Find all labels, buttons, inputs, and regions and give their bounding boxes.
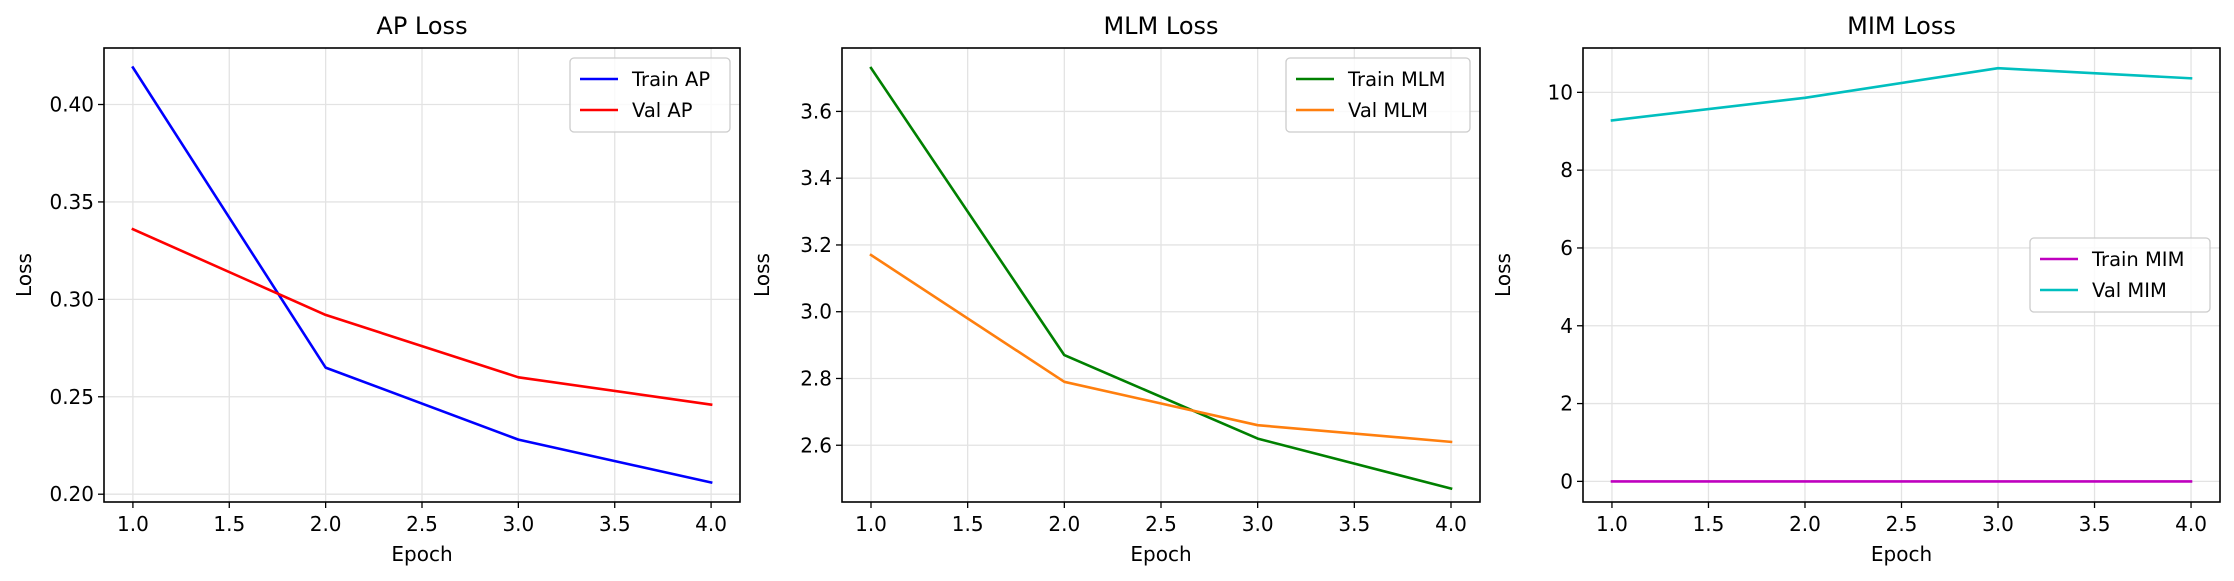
series-line-train-ap — [131, 65, 713, 485]
y-tick-label: 10 — [1548, 80, 1573, 104]
x-tick-label: 2.5 — [406, 512, 438, 536]
legend-label: Train AP — [631, 68, 710, 91]
chart-panel-2: 1.0 1.5 2.0 2.5 3.0 3.5 4.0 2.6 2.8 3.0 3.2 3.4 3.6 M… — [750, 12, 1481, 566]
legend-label: Train MIM — [2091, 248, 2184, 271]
y-tick-label: 0.35 — [49, 190, 94, 214]
x-tick-label: 2.5 — [1145, 512, 1177, 536]
y-tick-label: 0.30 — [49, 287, 94, 311]
legend-box — [2029, 237, 2211, 313]
x-tick-label: 1.5 — [1693, 512, 1725, 536]
y-tick-label: 4 — [1560, 314, 1573, 338]
series-line-val-mim — [1610, 66, 2193, 122]
y-tick-label: 0.20 — [49, 482, 94, 506]
legend-label: Val MLM — [1348, 99, 1428, 122]
legend-label: Val MIM — [2092, 279, 2167, 302]
x-tick-label: 4.0 — [2175, 512, 2207, 536]
chart-title: MIM Loss — [1847, 12, 1956, 40]
y-tick-label: 3.4 — [800, 166, 832, 190]
y-tick-label: 3.0 — [800, 300, 832, 324]
y-tick-label: 2.6 — [800, 433, 832, 457]
y-tick-label: 0.25 — [49, 385, 94, 409]
x-tick-label: 2.5 — [1886, 512, 1918, 536]
y-tick-label: 3.2 — [800, 233, 832, 257]
chart-panel-3: 1.0 1.5 2.0 2.5 3.0 3.5 4.0 0 2 4 6 8 10 MIM Loss Epoc… — [1491, 12, 2221, 566]
x-tick-label: 3.0 — [1982, 512, 2014, 536]
x-axis-label: Epoch — [1871, 542, 1932, 566]
y-axis-label: Loss — [1491, 253, 1515, 297]
x-tick-label: 1.5 — [213, 512, 245, 536]
y-tick-label: 0.40 — [49, 93, 94, 117]
x-tick-label: 2.0 — [310, 512, 342, 536]
legend-label: Train MLM — [1347, 68, 1446, 91]
y-tick-label: 0 — [1560, 469, 1573, 493]
legend: Train MLM Val MLM — [1285, 57, 1471, 133]
series-line-train-mlm — [869, 66, 1453, 491]
chart-title: MLM Loss — [1103, 12, 1218, 40]
x-tick-label: 3.0 — [1242, 512, 1274, 536]
x-tick-label: 3.0 — [502, 512, 534, 536]
x-tick-label: 2.0 — [1789, 512, 1821, 536]
x-tick-label: 2.0 — [1048, 512, 1080, 536]
chart-panel-1: 1.0 1.5 2.0 2.5 3.0 3.5 4.0 0.20 0.25 0.30 0.35 0.4… — [12, 12, 741, 566]
legend-box — [569, 57, 731, 133]
x-tick-label: 1.0 — [117, 512, 149, 536]
legend: Train MIM Val MIM — [2029, 237, 2211, 313]
legend-label: Val AP — [632, 99, 693, 122]
y-axis-label: Loss — [12, 253, 36, 297]
x-tick-label: 3.5 — [599, 512, 631, 536]
y-axis-label: Loss — [750, 253, 774, 297]
y-tick-label: 2 — [1560, 392, 1573, 416]
x-axis-label: Epoch — [391, 542, 452, 566]
legend: Train AP Val AP — [569, 57, 731, 133]
legend-box — [1285, 57, 1471, 133]
x-tick-label: 4.0 — [695, 512, 727, 536]
x-tick-label: 3.5 — [1338, 512, 1370, 536]
y-tick-label: 6 — [1560, 236, 1573, 260]
y-tick-label: 8 — [1560, 158, 1573, 182]
series-line-val-mlm — [869, 253, 1453, 444]
x-tick-label: 1.0 — [1596, 512, 1628, 536]
y-tick-label: 2.8 — [800, 366, 832, 390]
x-tick-label: 3.5 — [2079, 512, 2111, 536]
series-line-val-ap — [131, 227, 713, 407]
chart-title: AP Loss — [376, 12, 467, 40]
y-tick-label: 3.6 — [800, 99, 832, 123]
x-tick-label: 4.0 — [1435, 512, 1467, 536]
x-axis-label: Epoch — [1130, 542, 1191, 566]
x-tick-label: 1.0 — [855, 512, 887, 536]
x-tick-label: 1.5 — [952, 512, 984, 536]
